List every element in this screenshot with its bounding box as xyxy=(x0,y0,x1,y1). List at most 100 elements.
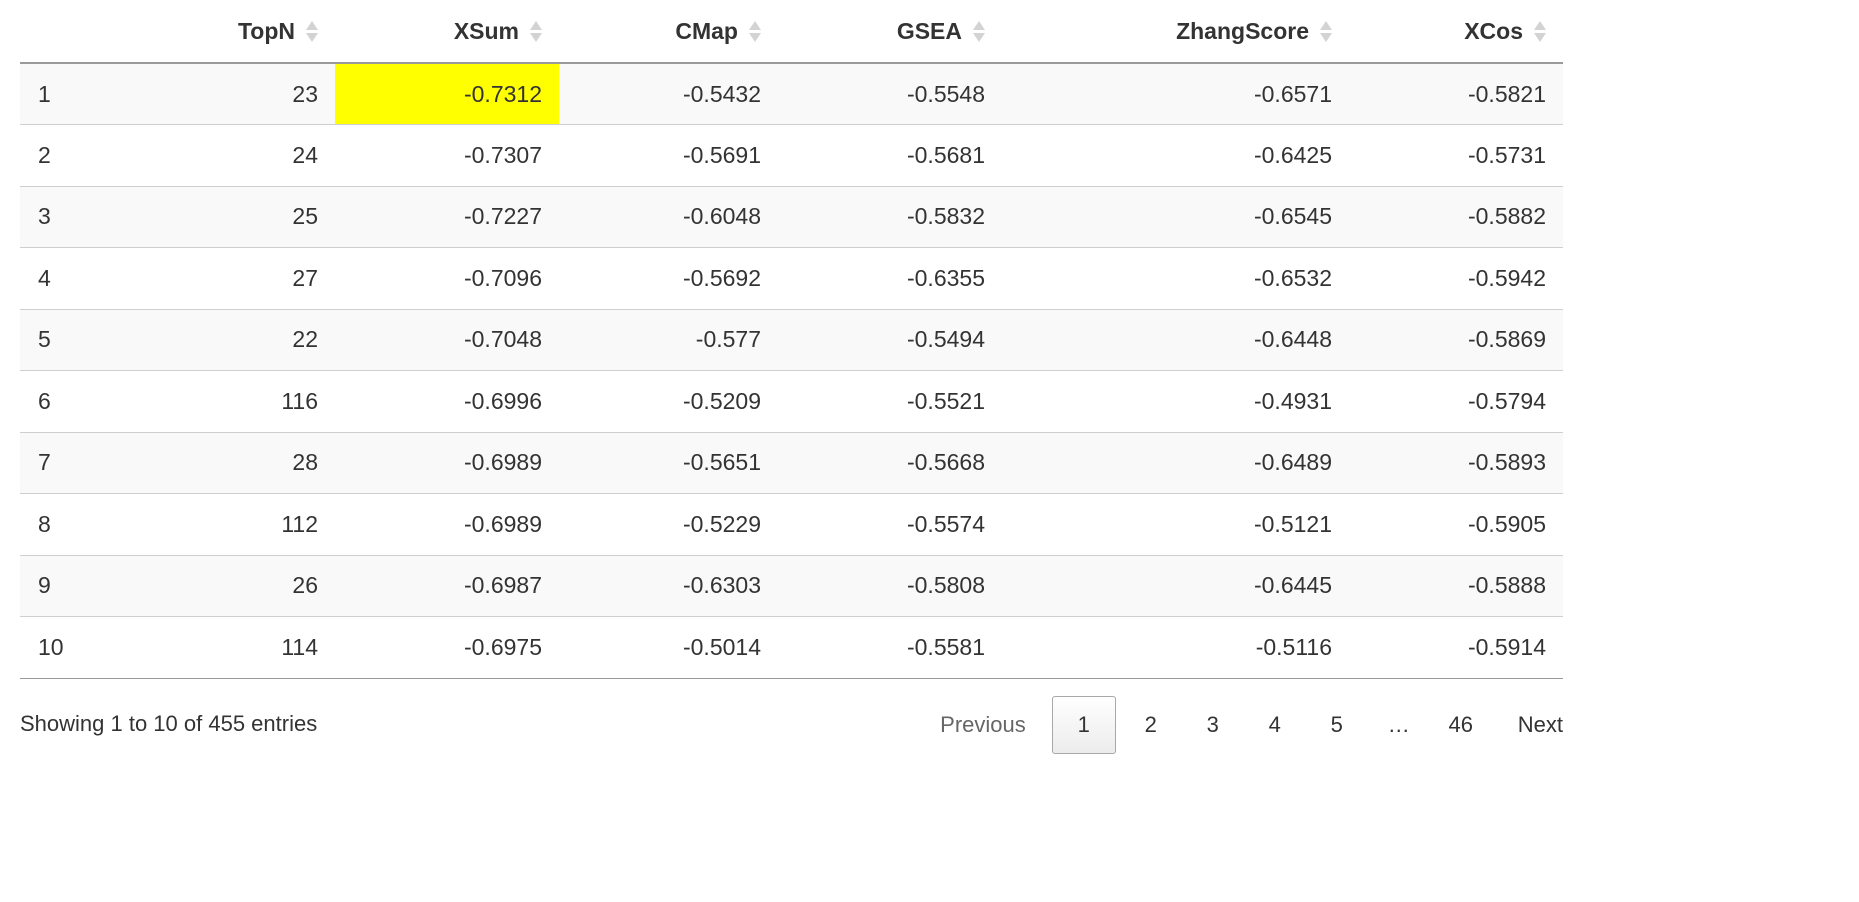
row-index-cell: 8 xyxy=(20,493,130,556)
zhangscore-cell: -0.5116 xyxy=(1002,616,1349,679)
cmap-cell: -0.6303 xyxy=(559,555,778,617)
row-index-cell: 6 xyxy=(20,370,130,433)
table-row: 3 25 -0.7227 -0.6048 -0.5832 -0.6545 -0.… xyxy=(20,186,1563,248)
xsum-cell-highlighted: -0.7312 xyxy=(335,63,559,125)
zhangscore-cell: -0.4931 xyxy=(1002,370,1349,433)
xsum-cell: -0.7227 xyxy=(335,186,559,248)
xcos-cell: -0.5869 xyxy=(1349,309,1563,371)
xsum-cell: -0.6987 xyxy=(335,555,559,617)
column-header-label: GSEA xyxy=(896,17,962,44)
sort-icon xyxy=(972,20,986,42)
topn-cell: 26 xyxy=(130,555,335,617)
topn-cell: 116 xyxy=(130,370,335,433)
row-index-cell: 2 xyxy=(20,124,130,187)
page-button-3[interactable]: 3 xyxy=(1206,712,1219,737)
cmap-cell: -0.5432 xyxy=(559,63,778,125)
page-button-5[interactable]: 5 xyxy=(1330,712,1343,737)
row-index-cell: 7 xyxy=(20,432,130,494)
column-header-gsea[interactable]: GSEA xyxy=(778,0,1002,64)
xsum-cell: -0.7048 xyxy=(335,309,559,371)
xsum-cell: -0.6989 xyxy=(335,432,559,494)
gsea-cell: -0.5521 xyxy=(778,370,1002,433)
row-index-cell: 5 xyxy=(20,309,130,371)
zhangscore-cell: -0.6425 xyxy=(1002,124,1349,187)
previous-page-button[interactable]: Previous xyxy=(940,712,1026,737)
table-row: 10 114 -0.6975 -0.5014 -0.5581 -0.5116 -… xyxy=(20,616,1563,679)
gsea-cell: -0.5548 xyxy=(778,63,1002,125)
zhangscore-cell: -0.6571 xyxy=(1002,63,1349,125)
page-button-46[interactable]: 46 xyxy=(1448,712,1473,737)
topn-cell: 112 xyxy=(130,493,335,556)
column-header-cmap[interactable]: CMap xyxy=(559,0,778,64)
gsea-cell: -0.5494 xyxy=(778,309,1002,371)
sort-icon xyxy=(529,20,543,42)
sort-icon xyxy=(1533,20,1547,42)
table-info-text: Showing 1 to 10 of 455 entries xyxy=(20,711,318,736)
page-button-4[interactable]: 4 xyxy=(1268,712,1281,737)
row-index-cell: 4 xyxy=(20,247,130,310)
xsum-cell: -0.6975 xyxy=(335,616,559,679)
sort-icon xyxy=(305,20,319,42)
topn-cell: 25 xyxy=(130,186,335,248)
xcos-cell: -0.5882 xyxy=(1349,186,1563,248)
column-header-label: CMap xyxy=(675,17,738,44)
xcos-cell: -0.5905 xyxy=(1349,493,1563,556)
column-header-topn[interactable]: TopN xyxy=(130,0,335,64)
cmap-cell: -0.5651 xyxy=(559,432,778,494)
cmap-cell: -0.577 xyxy=(559,309,778,371)
table-row: 7 28 -0.6989 -0.5651 -0.5668 -0.6489 -0.… xyxy=(20,432,1563,494)
xcos-cell: -0.5914 xyxy=(1349,616,1563,679)
xcos-cell: -0.5942 xyxy=(1349,247,1563,310)
cmap-cell: -0.5691 xyxy=(559,124,778,187)
gsea-cell: -0.5581 xyxy=(778,616,1002,679)
column-header-zhangscore[interactable]: ZhangScore xyxy=(1002,0,1349,64)
page-button-1[interactable]: 1 xyxy=(1051,696,1116,754)
topn-cell: 27 xyxy=(130,247,335,310)
table-row: 6 116 -0.6996 -0.5209 -0.5521 -0.4931 -0… xyxy=(20,370,1563,433)
table-row: 5 22 -0.7048 -0.577 -0.5494 -0.6448 -0.5… xyxy=(20,309,1563,371)
topn-cell: 22 xyxy=(130,309,335,371)
column-header-label: TopN xyxy=(237,17,295,44)
topn-cell: 23 xyxy=(130,63,335,125)
xcos-cell: -0.5821 xyxy=(1349,63,1563,125)
topn-cell: 24 xyxy=(130,124,335,187)
gsea-cell: -0.5668 xyxy=(778,432,1002,494)
zhangscore-cell: -0.6489 xyxy=(1002,432,1349,494)
table-header-row: TopN XSum CMap GSEA ZhangScore XCos xyxy=(20,0,1563,64)
row-index-cell: 3 xyxy=(20,186,130,248)
row-index-cell: 1 xyxy=(20,63,130,125)
row-index-cell: 9 xyxy=(20,555,130,617)
column-header-index xyxy=(20,0,130,64)
gsea-cell: -0.5681 xyxy=(778,124,1002,187)
xcos-cell: -0.5888 xyxy=(1349,555,1563,617)
row-index-cell: 10 xyxy=(20,616,130,679)
results-table: TopN XSum CMap GSEA ZhangScore XCos xyxy=(20,0,1563,679)
column-header-xcos[interactable]: XCos xyxy=(1349,0,1563,64)
topn-cell: 114 xyxy=(130,616,335,679)
column-header-label: ZhangScore xyxy=(1176,17,1309,44)
xcos-cell: -0.5893 xyxy=(1349,432,1563,494)
xsum-cell: -0.7307 xyxy=(335,124,559,187)
table-row: 8 112 -0.6989 -0.5229 -0.5574 -0.5121 -0… xyxy=(20,493,1563,556)
zhangscore-cell: -0.5121 xyxy=(1002,493,1349,556)
cmap-cell: -0.5229 xyxy=(559,493,778,556)
next-page-button[interactable]: Next xyxy=(1517,712,1563,737)
column-header-xsum[interactable]: XSum xyxy=(335,0,559,64)
xcos-cell: -0.5794 xyxy=(1349,370,1563,433)
cmap-cell: -0.5692 xyxy=(559,247,778,310)
xsum-cell: -0.6989 xyxy=(335,493,559,556)
sort-icon xyxy=(748,20,762,42)
gsea-cell: -0.5808 xyxy=(778,555,1002,617)
zhangscore-cell: -0.6545 xyxy=(1002,186,1349,248)
page-ellipsis: … xyxy=(1387,712,1410,737)
column-header-label: XCos xyxy=(1464,17,1523,44)
results-table-container: TopN XSum CMap GSEA ZhangScore XCos xyxy=(20,0,1563,679)
zhangscore-cell: -0.6532 xyxy=(1002,247,1349,310)
gsea-cell: -0.5832 xyxy=(778,186,1002,248)
gsea-cell: -0.5574 xyxy=(778,493,1002,556)
column-header-label: XSum xyxy=(453,17,519,44)
zhangscore-cell: -0.6448 xyxy=(1002,309,1349,371)
xcos-cell: -0.5731 xyxy=(1349,124,1563,187)
page-button-2[interactable]: 2 xyxy=(1144,712,1157,737)
cmap-cell: -0.6048 xyxy=(559,186,778,248)
